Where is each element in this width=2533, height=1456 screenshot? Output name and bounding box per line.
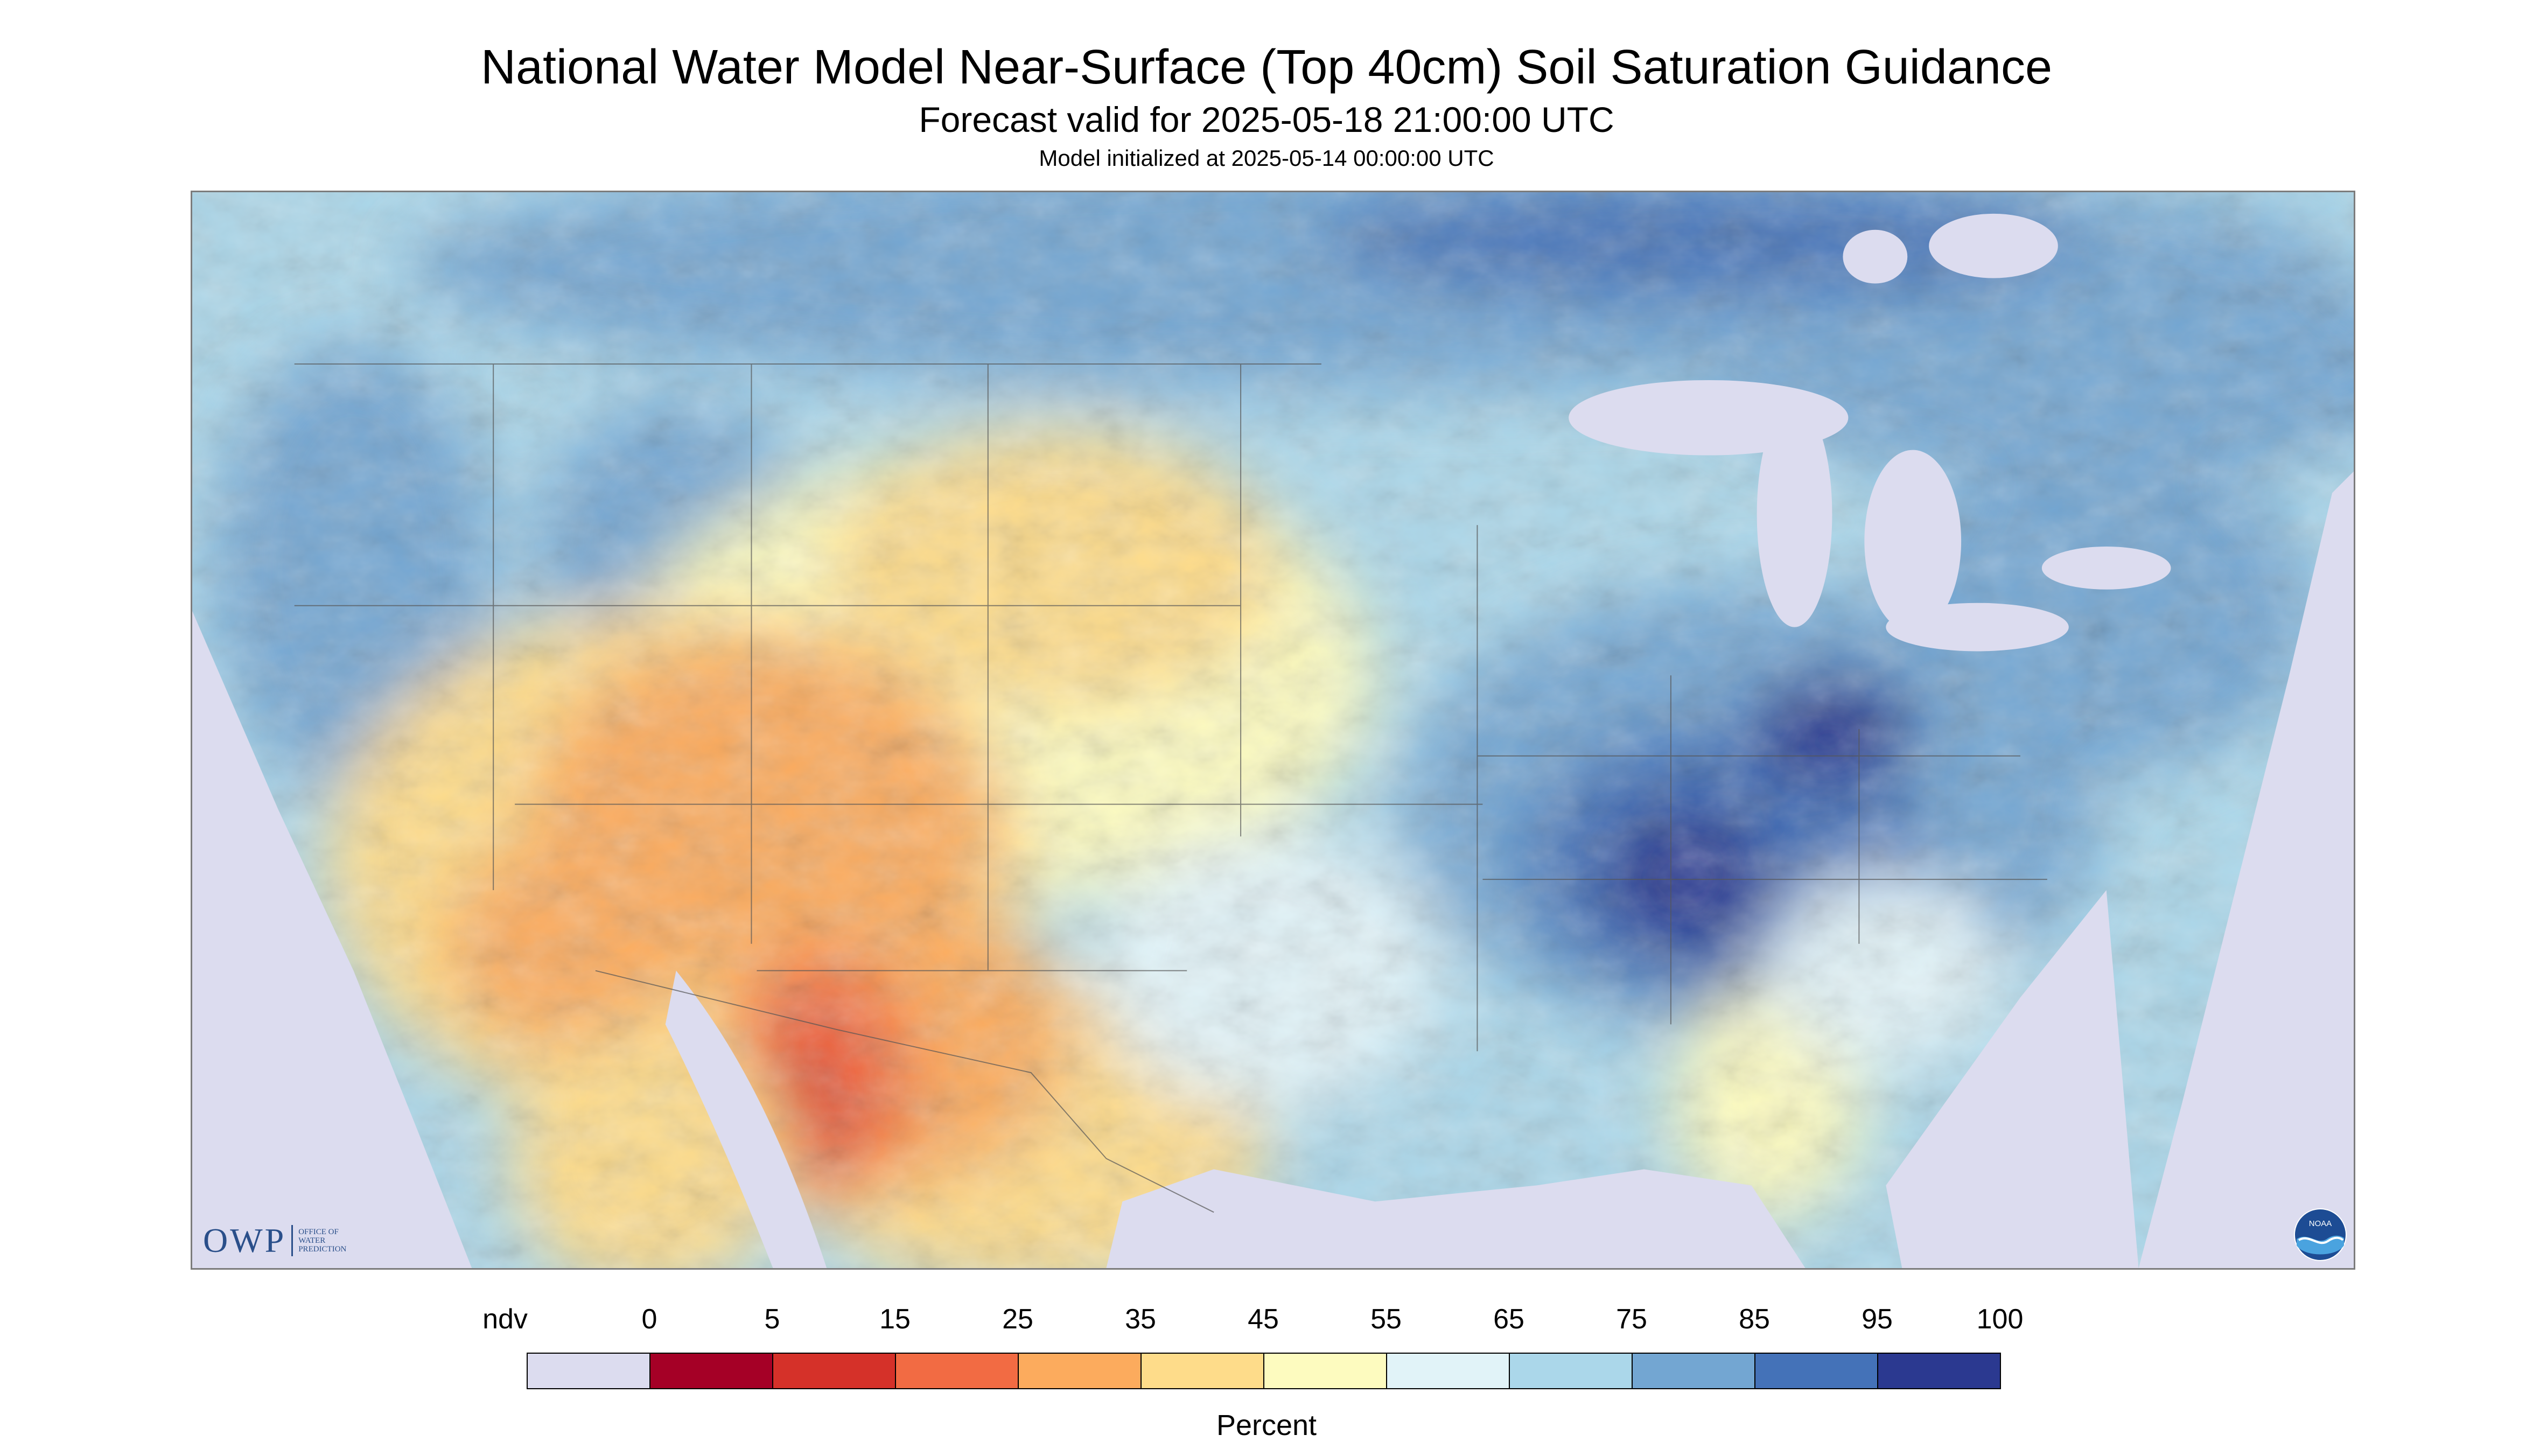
noaa-logo-text: NOAA bbox=[2309, 1219, 2332, 1228]
legend-label-ndv: ndv bbox=[482, 1304, 528, 1335]
legend-swatch-ndv bbox=[527, 1353, 650, 1389]
legend-label-0: 0 bbox=[641, 1304, 657, 1335]
legend-swatch-25 bbox=[1018, 1353, 1142, 1389]
soil-saturation-map: OWP OFFICE OF WATER PREDICTION NOAA bbox=[191, 191, 2355, 1270]
legend-swatch-15 bbox=[895, 1353, 1019, 1389]
lake-superior bbox=[1569, 380, 1849, 456]
map-canvas bbox=[192, 192, 2354, 1268]
legend-label-25: 25 bbox=[1002, 1304, 1033, 1335]
hudson-bay-fragment bbox=[1929, 213, 2058, 278]
lake-northern bbox=[1843, 229, 1908, 284]
forecast-valid-time: Forecast valid for 2025-05-18 21:00:00 U… bbox=[919, 100, 1614, 139]
legend-swatch-35 bbox=[1140, 1353, 1264, 1389]
gulf-of-mexico bbox=[1106, 1169, 1806, 1268]
legend-label-65: 65 bbox=[1493, 1304, 1524, 1335]
owp-logo-subtext: OFFICE OF WATER PREDICTION bbox=[298, 1228, 346, 1254]
legend-swatch-5 bbox=[772, 1353, 896, 1389]
lake-erie bbox=[1886, 603, 2069, 652]
legend-label-95: 95 bbox=[1862, 1304, 1893, 1335]
legend-label-15: 15 bbox=[879, 1304, 911, 1335]
legend-label-55: 55 bbox=[1370, 1304, 1402, 1335]
legend-swatch-65 bbox=[1509, 1353, 1633, 1389]
water-bodies bbox=[665, 213, 2171, 1268]
legend-swatch-85 bbox=[1754, 1353, 1878, 1389]
land-saturation-field bbox=[192, 192, 2354, 1268]
legend-label-35: 35 bbox=[1125, 1304, 1156, 1335]
map-title: National Water Model Near-Surface (Top 4… bbox=[480, 40, 2052, 94]
legend-swatch-95 bbox=[1877, 1353, 2001, 1389]
model-init-time: Model initialized at 2025-05-14 00:00:00… bbox=[1039, 145, 1494, 171]
legend-swatch-45 bbox=[1263, 1353, 1387, 1389]
lake-huron bbox=[1864, 450, 1962, 633]
lake-ontario bbox=[2041, 547, 2171, 590]
legend-label-45: 45 bbox=[1248, 1304, 1279, 1335]
atlantic-ocean bbox=[1886, 890, 2139, 1268]
legend-swatch-0 bbox=[649, 1353, 773, 1389]
legend-swatch-75 bbox=[1632, 1353, 1755, 1389]
gulf-of-california bbox=[665, 970, 827, 1268]
owp-sub-line-3: PREDICTION bbox=[298, 1245, 347, 1254]
us-mexico-border bbox=[595, 970, 1214, 1213]
owp-logo-text: OWP bbox=[203, 1221, 286, 1259]
legend-label-end: 100 bbox=[1976, 1304, 2024, 1335]
noaa-logo: NOAA bbox=[2294, 1208, 2347, 1261]
state-boundaries bbox=[294, 363, 2047, 1213]
owp-sub-line-1: OFFICE OF bbox=[298, 1228, 339, 1236]
lake-michigan bbox=[1757, 401, 1832, 627]
legend-label-5: 5 bbox=[764, 1304, 780, 1335]
legend-swatch-55 bbox=[1386, 1353, 1510, 1389]
legend-label-75: 75 bbox=[1616, 1304, 1647, 1335]
owp-logo-divider bbox=[291, 1225, 293, 1256]
color-legend: ndv 0 5 15 25 35 45 55 65 75 85 95 100 Percent bbox=[0, 1303, 2533, 1443]
owp-sub-line-2: WATER bbox=[298, 1236, 326, 1245]
legend-unit: Percent bbox=[1216, 1409, 1317, 1441]
title-block: National Water Model Near-Surface (Top 4… bbox=[0, 38, 2533, 174]
owp-logo: OWP OFFICE OF WATER PREDICTION bbox=[203, 1221, 346, 1261]
legend-label-85: 85 bbox=[1739, 1304, 1770, 1335]
